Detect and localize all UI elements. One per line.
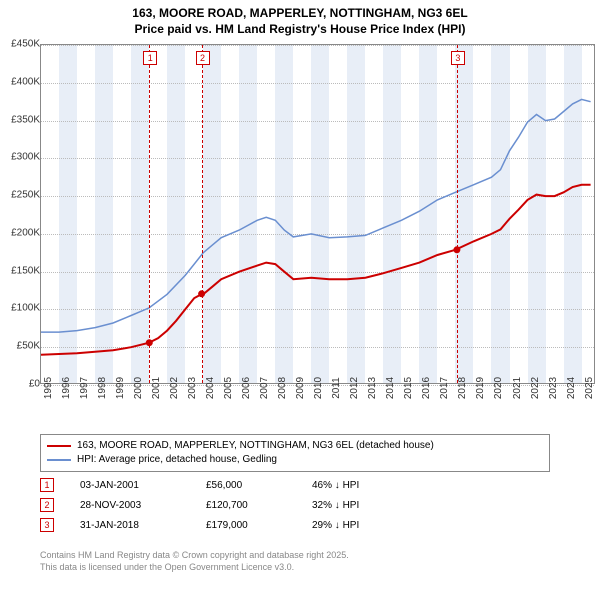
- x-axis-label: 2009: [295, 377, 306, 399]
- x-axis-label: 2010: [313, 377, 324, 399]
- x-axis-label: 2016: [421, 377, 432, 399]
- line-layer: [41, 45, 596, 385]
- x-axis-label: 2023: [548, 377, 559, 399]
- x-axis-label: 2021: [512, 377, 523, 399]
- event-row: 3 31-JAN-2018 £179,000 29% ↓ HPI: [40, 518, 402, 532]
- chart-title: 163, MOORE ROAD, MAPPERLEY, NOTTINGHAM, …: [0, 0, 600, 37]
- x-axis-label: 1997: [79, 377, 90, 399]
- title-line2: Price paid vs. HM Land Registry's House …: [0, 22, 600, 38]
- plot-region: 1 2 3: [40, 44, 595, 384]
- y-axis-label: £200K: [11, 227, 40, 238]
- x-axis-label: 2007: [259, 377, 270, 399]
- x-axis-label: 2001: [151, 377, 162, 399]
- footer-line2: This data is licensed under the Open Gov…: [40, 562, 349, 574]
- y-axis-label: £150K: [11, 265, 40, 276]
- event-row: 1 03-JAN-2001 £56,000 46% ↓ HPI: [40, 478, 402, 492]
- x-axis-label: 1995: [43, 377, 54, 399]
- x-axis-label: 2011: [331, 377, 342, 399]
- title-line1: 163, MOORE ROAD, MAPPERLEY, NOTTINGHAM, …: [0, 6, 600, 22]
- x-axis-label: 2025: [584, 377, 595, 399]
- x-axis-label: 2005: [223, 377, 234, 399]
- x-axis-label: 2019: [475, 377, 486, 399]
- event-price: £56,000: [206, 480, 286, 491]
- x-axis-label: 2006: [241, 377, 252, 399]
- footer-attribution: Contains HM Land Registry data © Crown c…: [40, 550, 349, 573]
- event-date: 28-NOV-2003: [80, 500, 180, 511]
- annotation-marker-icon: 3: [451, 51, 465, 65]
- annotation-marker-icon: 2: [196, 51, 210, 65]
- x-axis-label: 2022: [530, 377, 541, 399]
- legend-swatch: [47, 459, 71, 461]
- x-axis-label: 1998: [97, 377, 108, 399]
- event-pct: 29% ↓ HPI: [312, 520, 402, 531]
- x-axis-label: 2008: [277, 377, 288, 399]
- events-table: 1 03-JAN-2001 £56,000 46% ↓ HPI 2 28-NOV…: [40, 478, 402, 538]
- event-pct: 32% ↓ HPI: [312, 500, 402, 511]
- chart-container: 163, MOORE ROAD, MAPPERLEY, NOTTINGHAM, …: [0, 0, 600, 590]
- event-price: £179,000: [206, 520, 286, 531]
- x-axis-label: 2012: [349, 377, 360, 399]
- legend-label: 163, MOORE ROAD, MAPPERLEY, NOTTINGHAM, …: [77, 439, 434, 453]
- x-axis-label: 2000: [133, 377, 144, 399]
- x-axis-label: 2018: [457, 377, 468, 399]
- legend-row: 163, MOORE ROAD, MAPPERLEY, NOTTINGHAM, …: [47, 439, 543, 453]
- x-axis-label: 2017: [439, 377, 450, 399]
- event-date: 31-JAN-2018: [80, 520, 180, 531]
- x-axis-label: 2002: [169, 377, 180, 399]
- event-price: £120,700: [206, 500, 286, 511]
- legend-swatch: [47, 445, 71, 447]
- chart-area: 1 2 3 1995 1996 1997 1998 1999 2000 2001 2002 2003…: [40, 44, 595, 424]
- x-axis-label: 2015: [403, 377, 414, 399]
- y-axis-label: £50K: [17, 341, 40, 352]
- event-row: 2 28-NOV-2003 £120,700 32% ↓ HPI: [40, 498, 402, 512]
- legend-label: HPI: Average price, detached house, Gedl…: [77, 453, 277, 467]
- x-axis-label: 2004: [205, 377, 216, 399]
- x-axis-label: 2014: [385, 377, 396, 399]
- legend: 163, MOORE ROAD, MAPPERLEY, NOTTINGHAM, …: [40, 434, 550, 472]
- event-marker-icon: 2: [40, 498, 54, 512]
- event-pct: 46% ↓ HPI: [312, 480, 402, 491]
- x-axis-label: 2013: [367, 377, 378, 399]
- legend-row: HPI: Average price, detached house, Gedl…: [47, 453, 543, 467]
- x-axis-label: 2024: [566, 377, 577, 399]
- y-axis-label: £0: [29, 379, 40, 390]
- y-axis-label: £300K: [11, 152, 40, 163]
- x-axis-label: 1999: [115, 377, 126, 399]
- y-axis-label: £400K: [11, 76, 40, 87]
- y-axis-label: £450K: [11, 39, 40, 50]
- x-axis-label: 2003: [187, 377, 198, 399]
- event-marker-icon: 1: [40, 478, 54, 492]
- footer-line1: Contains HM Land Registry data © Crown c…: [40, 550, 349, 562]
- event-date: 03-JAN-2001: [80, 480, 180, 491]
- annotation-marker-icon: 1: [143, 51, 157, 65]
- x-axis-label: 1996: [61, 377, 72, 399]
- event-marker-icon: 3: [40, 518, 54, 532]
- y-axis-label: £250K: [11, 190, 40, 201]
- y-axis-label: £350K: [11, 114, 40, 125]
- y-axis-label: £100K: [11, 303, 40, 314]
- x-axis-label: 2020: [493, 377, 504, 399]
